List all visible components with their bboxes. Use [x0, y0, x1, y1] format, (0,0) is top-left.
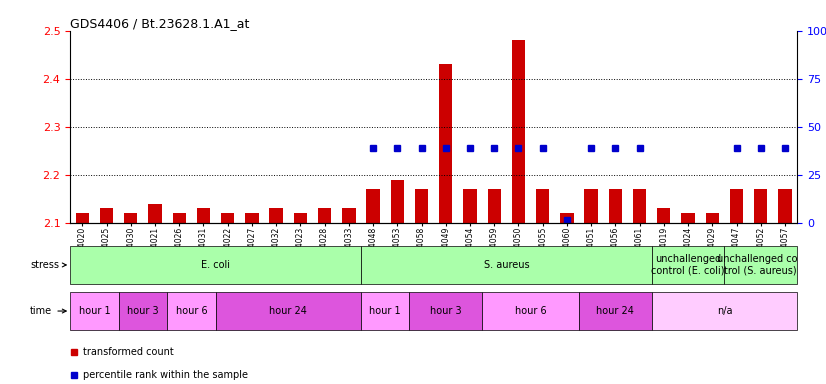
- Bar: [415, 189, 428, 223]
- Bar: [361, 246, 652, 284]
- Text: unchallenged
control (E. coli): unchallenged control (E. coli): [652, 254, 724, 276]
- Text: S. aureus: S. aureus: [483, 260, 529, 270]
- Bar: [76, 213, 89, 223]
- Text: stress: stress: [31, 260, 66, 270]
- Text: GDS4406 / Bt.23628.1.A1_at: GDS4406 / Bt.23628.1.A1_at: [70, 17, 249, 30]
- Bar: [536, 189, 549, 223]
- Bar: [439, 64, 453, 223]
- Text: hour 1: hour 1: [78, 306, 110, 316]
- Bar: [216, 292, 361, 330]
- Bar: [730, 189, 743, 223]
- Bar: [149, 204, 162, 223]
- Bar: [585, 189, 598, 223]
- Text: hour 24: hour 24: [596, 306, 634, 316]
- Bar: [367, 189, 380, 223]
- Bar: [167, 292, 216, 330]
- Bar: [100, 209, 113, 223]
- Bar: [633, 189, 646, 223]
- Bar: [579, 292, 652, 330]
- Bar: [318, 209, 331, 223]
- Bar: [652, 246, 724, 284]
- Bar: [245, 213, 259, 223]
- Bar: [482, 292, 579, 330]
- Text: hour 3: hour 3: [430, 306, 462, 316]
- Bar: [221, 213, 235, 223]
- Bar: [173, 213, 186, 223]
- Bar: [463, 189, 477, 223]
- Bar: [361, 292, 410, 330]
- Bar: [487, 189, 501, 223]
- Bar: [724, 246, 797, 284]
- Bar: [652, 292, 797, 330]
- Bar: [342, 209, 355, 223]
- Bar: [124, 213, 137, 223]
- Bar: [778, 189, 791, 223]
- Bar: [410, 292, 482, 330]
- Bar: [294, 213, 307, 223]
- Text: hour 6: hour 6: [515, 306, 546, 316]
- Bar: [705, 213, 719, 223]
- Bar: [754, 189, 767, 223]
- Bar: [657, 209, 671, 223]
- Bar: [119, 292, 167, 330]
- Text: hour 1: hour 1: [369, 306, 401, 316]
- Bar: [609, 189, 622, 223]
- Bar: [391, 180, 404, 223]
- Text: transformed count: transformed count: [83, 347, 173, 357]
- Bar: [70, 292, 119, 330]
- Bar: [70, 246, 361, 284]
- Bar: [512, 40, 525, 223]
- Text: unchallenged con
trol (S. aureus): unchallenged con trol (S. aureus): [717, 254, 805, 276]
- Text: hour 24: hour 24: [269, 306, 307, 316]
- Bar: [269, 209, 282, 223]
- Bar: [560, 213, 573, 223]
- Text: time: time: [31, 306, 66, 316]
- Bar: [681, 213, 695, 223]
- Text: hour 3: hour 3: [127, 306, 159, 316]
- Text: hour 6: hour 6: [176, 306, 207, 316]
- Text: percentile rank within the sample: percentile rank within the sample: [83, 370, 248, 380]
- Text: E. coli: E. coli: [201, 260, 230, 270]
- Text: n/a: n/a: [717, 306, 732, 316]
- Bar: [197, 209, 210, 223]
